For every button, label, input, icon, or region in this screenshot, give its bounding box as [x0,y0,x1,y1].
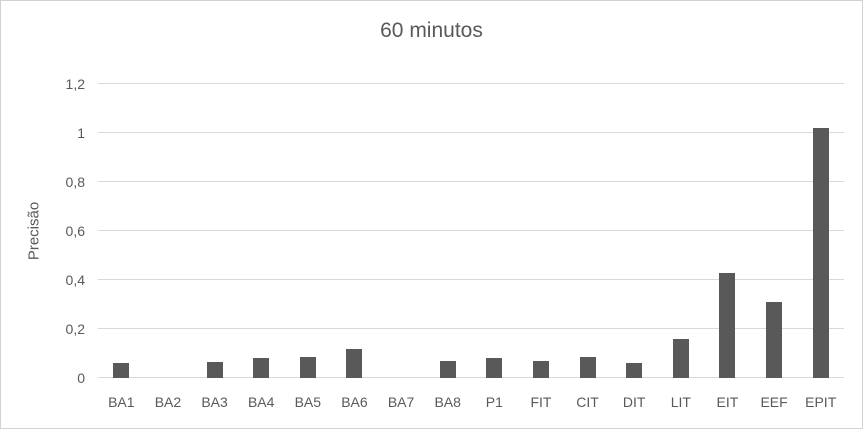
x-tick-label: P1 [485,394,503,410]
x-tick-label: EEF [760,394,788,410]
x-tick-label: LIT [670,394,691,410]
plot-area [98,83,844,378]
x-tick-label: BA1 [108,394,135,410]
x-tick-label: DIT [622,394,646,410]
bar-ba1 [113,363,130,378]
chart-title: 60 minutos [380,19,483,42]
bar-ba6 [346,348,363,378]
bar-dit [626,363,643,378]
y-tick-label: 0 [77,370,85,386]
gridline [98,328,844,329]
gridline [98,279,844,280]
gridline [98,83,844,84]
x-tick-label: BA6 [341,394,368,410]
bar-eit [719,272,736,378]
y-tick-label: 0,8 [65,174,85,190]
x-tick-label: BA3 [201,394,228,410]
y-tick-label: 0,6 [65,223,85,239]
y-tick-label: 1 [77,125,85,141]
bar-ba3 [206,362,223,378]
gridline [98,181,844,182]
y-tick-label: 1,2 [65,76,85,92]
x-tick-label: EIT [716,394,739,410]
bar-ba4 [253,358,270,378]
x-tick-label: BA4 [247,394,275,410]
bar-eef [766,302,783,378]
gridline [98,132,844,133]
bar-p1 [486,358,503,378]
bar-ba5 [299,357,316,378]
gridline [98,230,844,231]
bar-lit [672,338,689,378]
bar-cit [579,357,596,378]
y-tick-label: 0,4 [65,272,85,288]
x-axis-labels: BA1 BA2 BA3 BA4 BA5 BA6 BA7 BA8 P1 FIT CIT DIT LIT EI… [98,392,844,414]
y-tick-label: 0,2 [65,321,85,337]
x-tick-label: EPIT [805,394,837,410]
x-tick-label: FIT [530,394,552,410]
x-tick-label: BA5 [294,394,322,410]
x-tick-label: CIT [576,394,599,410]
x-tick-label: BA2 [154,394,182,410]
bar-ba8 [439,360,456,378]
bar-epit [812,128,829,378]
x-tick-label: BA7 [387,394,415,410]
y-axis-ticks: 0 0,2 0,4 0,6 0,8 1 1,2 [1,1,91,428]
x-tick-label: BA8 [434,394,461,410]
bar-fit [532,360,549,378]
gridline [98,377,844,378]
